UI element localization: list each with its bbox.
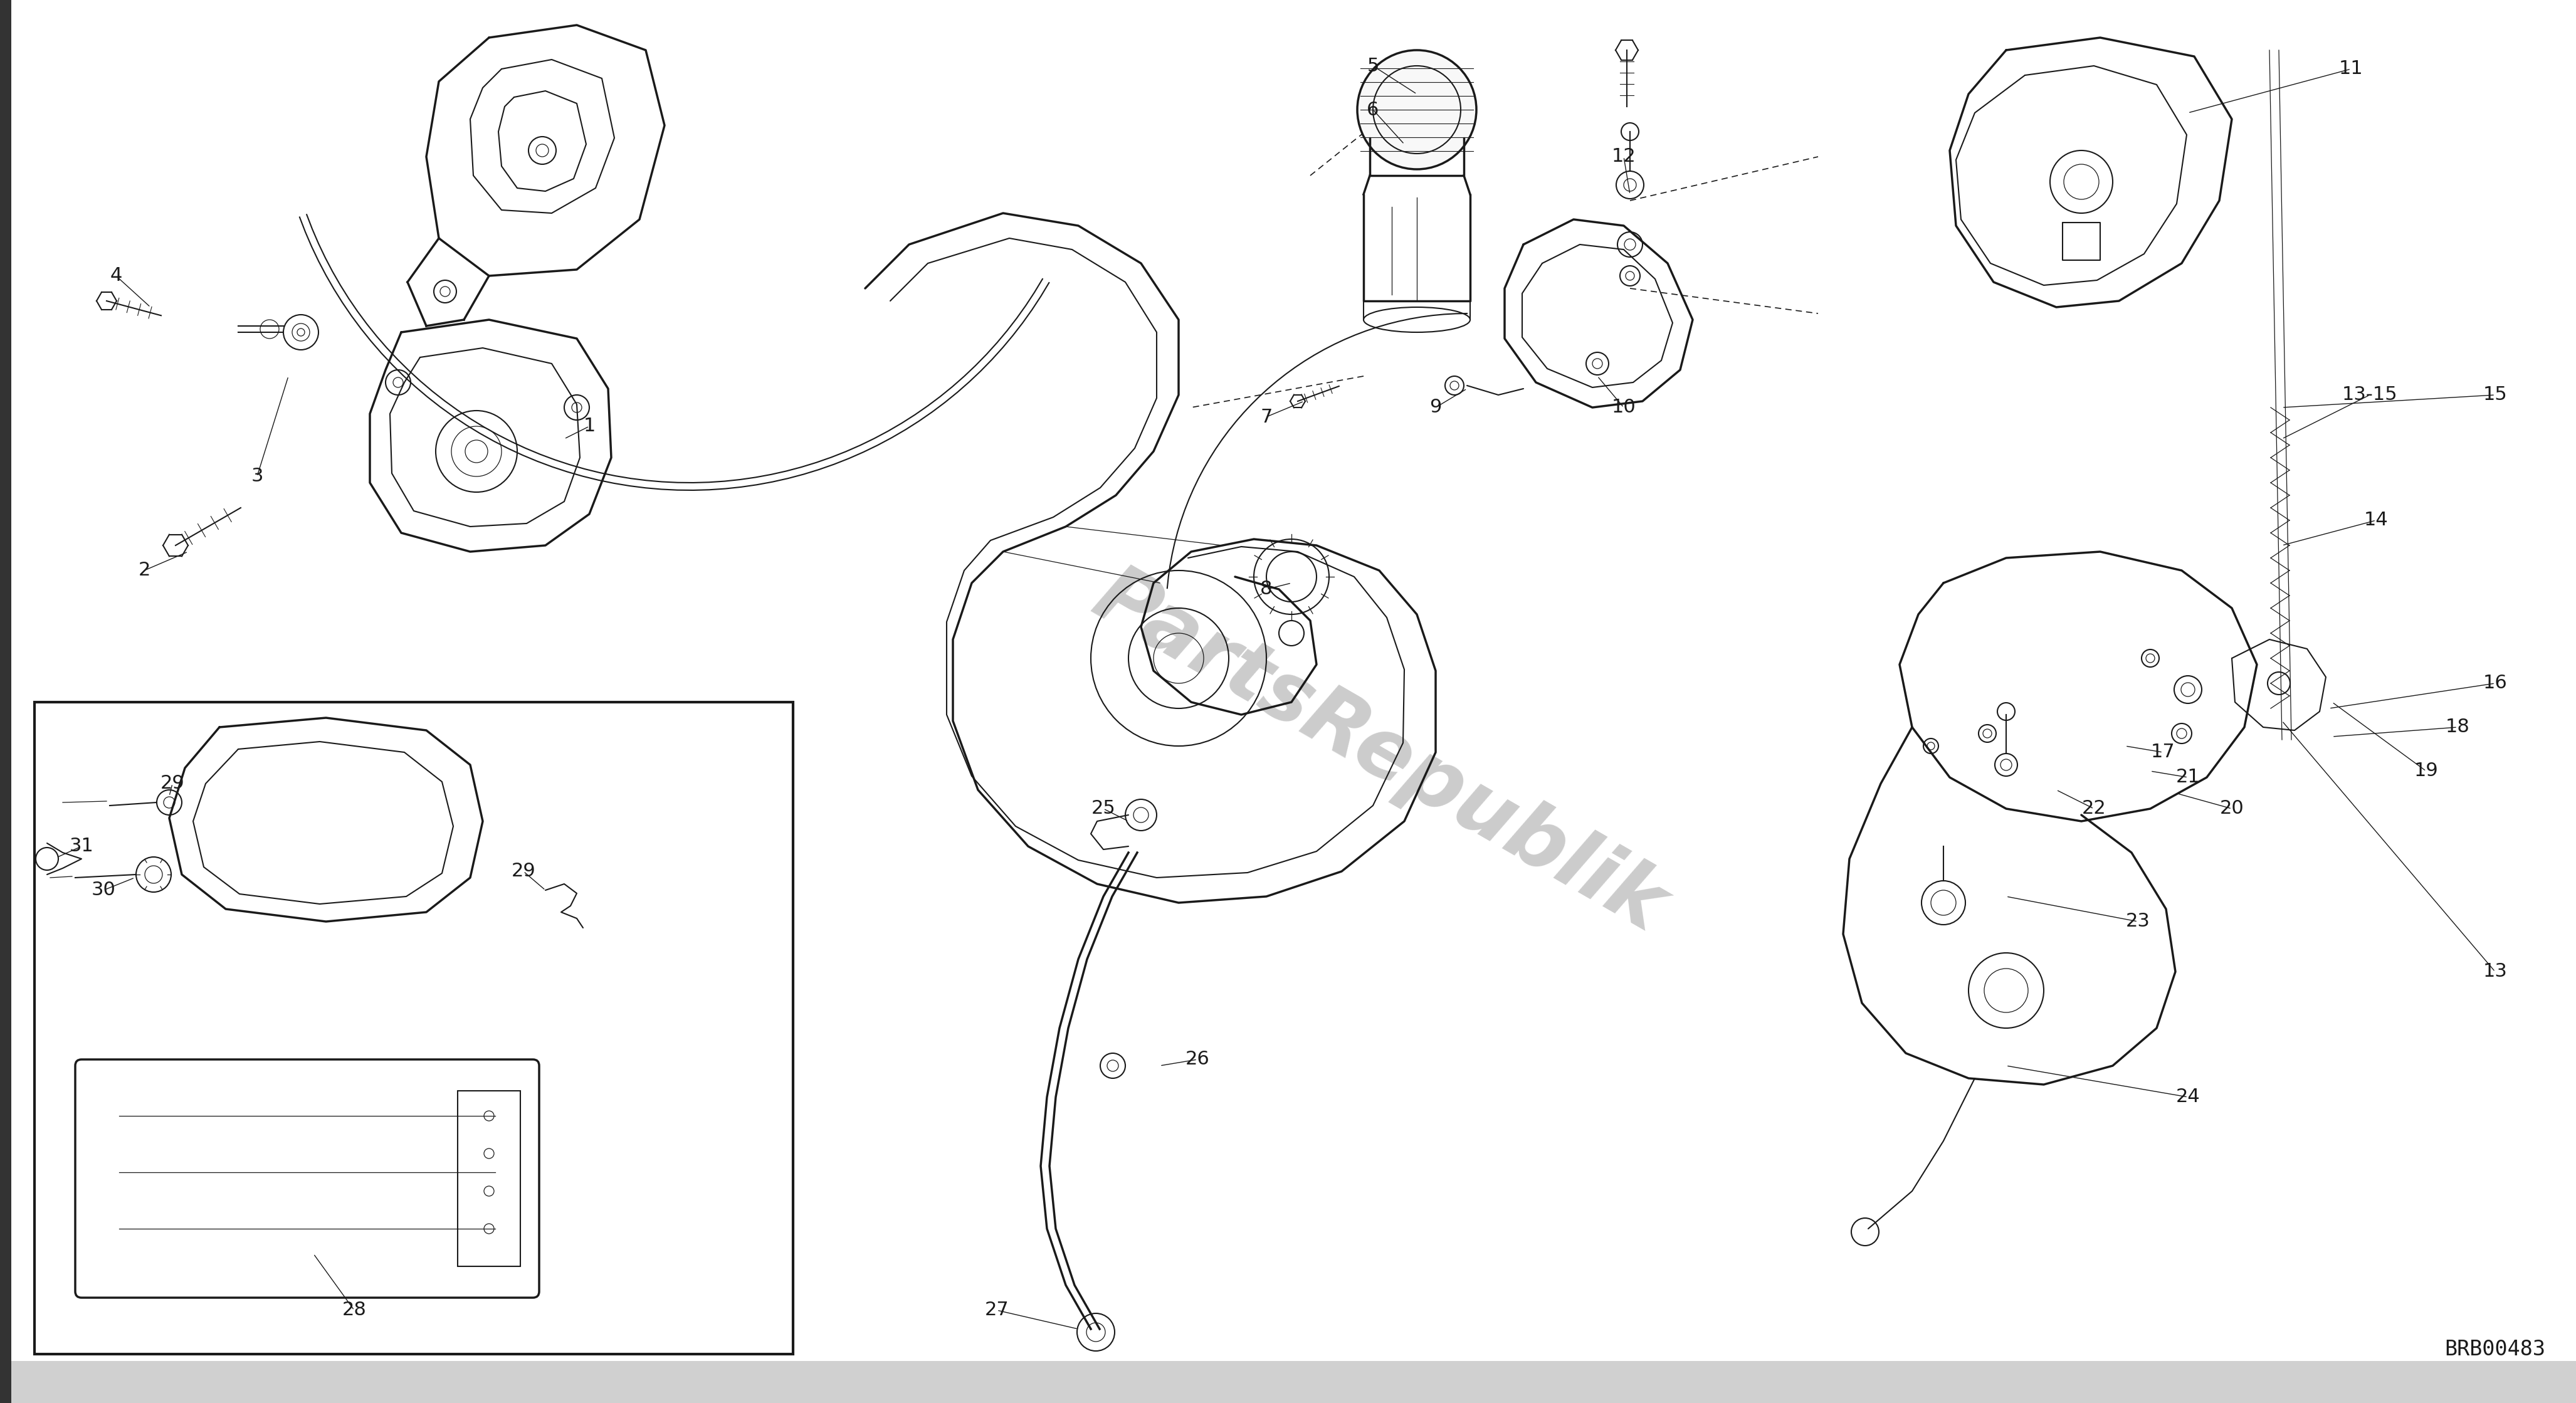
Text: 17: 17 [2151,744,2174,762]
Text: 4: 4 [111,267,121,285]
Circle shape [1358,51,1476,170]
Text: 31: 31 [70,838,93,856]
Text: 29: 29 [160,774,185,793]
Text: 14: 14 [2365,511,2388,529]
Text: 10: 10 [1613,398,1636,417]
Text: 12: 12 [1613,147,1636,166]
Text: 23: 23 [2125,912,2151,930]
Text: 13-15: 13-15 [2342,386,2398,404]
Text: 30: 30 [90,881,116,899]
Text: 27: 27 [984,1301,1010,1319]
Text: 21: 21 [2177,769,2200,787]
Text: 28: 28 [343,1301,366,1319]
Text: 7: 7 [1260,408,1273,427]
Text: PartsRepublik: PartsRepublik [1079,557,1680,948]
Bar [459,1090,520,1267]
Bar [0,0,10,1403]
Text: 5: 5 [1368,56,1378,74]
Text: 24: 24 [2177,1087,2200,1106]
Text: 13: 13 [2483,962,2506,981]
Text: 29: 29 [510,863,536,881]
Text: 11: 11 [2339,60,2362,79]
Bar [33,702,793,1354]
Text: 19: 19 [2414,762,2439,780]
Text: 25: 25 [1092,800,1115,818]
Text: 8: 8 [1260,581,1273,598]
Text: 20: 20 [2221,800,2244,818]
Text: 2: 2 [139,561,149,579]
Text: 16: 16 [2483,675,2506,693]
Text: 6: 6 [1368,101,1378,119]
Text: 1: 1 [582,417,595,435]
Text: 15: 15 [2483,386,2506,404]
Text: BRB00483: BRB00483 [2445,1340,2545,1360]
Text: 18: 18 [2445,718,2470,737]
Text: 3: 3 [250,467,263,485]
Text: 9: 9 [1430,398,1443,417]
Text: 26: 26 [1185,1051,1211,1069]
Text: 22: 22 [2081,800,2107,818]
Bar [0,1361,2576,1403]
